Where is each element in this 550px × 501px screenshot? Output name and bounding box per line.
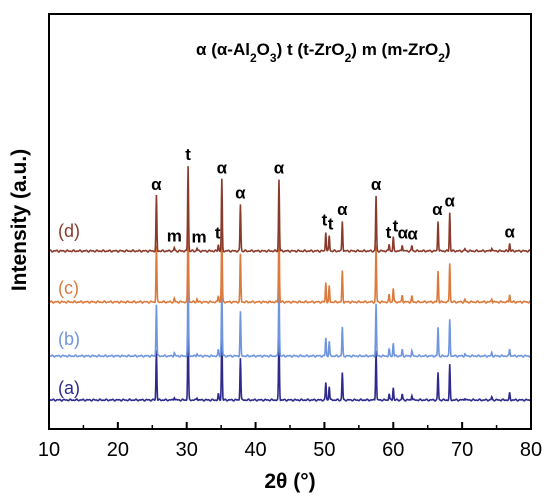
peak-label: t	[393, 216, 399, 235]
series-label-b: (b)	[58, 329, 80, 349]
peak-label: t	[328, 215, 334, 234]
peak-label: α	[504, 222, 515, 241]
plot-frame	[48, 13, 532, 430]
series-line-c	[48, 215, 532, 304]
series-layer: (a) (b) (c) (d)	[48, 166, 532, 402]
peak-label: α	[337, 200, 348, 219]
peak-label: α	[444, 192, 455, 211]
peak-label: α	[407, 225, 418, 244]
legend-symbol-alpha: α	[196, 40, 207, 59]
series-line-d	[48, 166, 532, 253]
x-axis-label: 2θ (°)	[264, 470, 315, 493]
x-tick-label: 50	[313, 439, 335, 461]
x-tick-label: 30	[176, 439, 198, 461]
x-tick-label: 60	[382, 439, 404, 461]
peak-label: t	[322, 211, 328, 230]
peak-label: t	[386, 223, 392, 242]
peak-label: α	[432, 200, 443, 219]
series-label-c: (c)	[58, 278, 79, 298]
legend-formula-tzro2: t-ZrO	[303, 40, 345, 59]
peak-label: t	[215, 223, 221, 242]
peak-label: α	[398, 223, 409, 242]
peak-label: t	[185, 145, 191, 164]
peak-label: m	[167, 227, 182, 246]
legend-formula-alumina: α-Al	[217, 40, 250, 59]
series-line-a	[48, 322, 532, 402]
peak-label: α	[274, 159, 285, 178]
x-tick-label: 40	[244, 439, 266, 461]
legend-formula-mzro2: m-ZrO	[387, 40, 438, 59]
peak-label: m	[192, 227, 207, 246]
x-tick-label: 10	[38, 439, 60, 461]
series-label-a: (a)	[58, 378, 80, 398]
x-tick-label: 70	[451, 439, 473, 461]
x-axis-ticks: 10 20 30 40 50 60 70 80	[38, 422, 542, 461]
legend: α (α-Al2O3) t (t-ZrO2) m (m-ZrO2)	[196, 40, 451, 65]
peak-label: α	[371, 175, 382, 194]
peak-label: α	[235, 183, 246, 202]
legend-symbol-m: m	[362, 40, 377, 59]
series-label-d: (d)	[58, 221, 80, 241]
y-axis-label: Intensity (a.u.)	[8, 149, 31, 291]
x-tick-label: 80	[520, 439, 542, 461]
peak-label: α	[151, 175, 162, 194]
legend-symbol-t: t	[287, 40, 293, 59]
peak-label: α	[217, 159, 228, 178]
x-tick-label: 20	[107, 439, 129, 461]
series-line-b	[48, 274, 532, 358]
